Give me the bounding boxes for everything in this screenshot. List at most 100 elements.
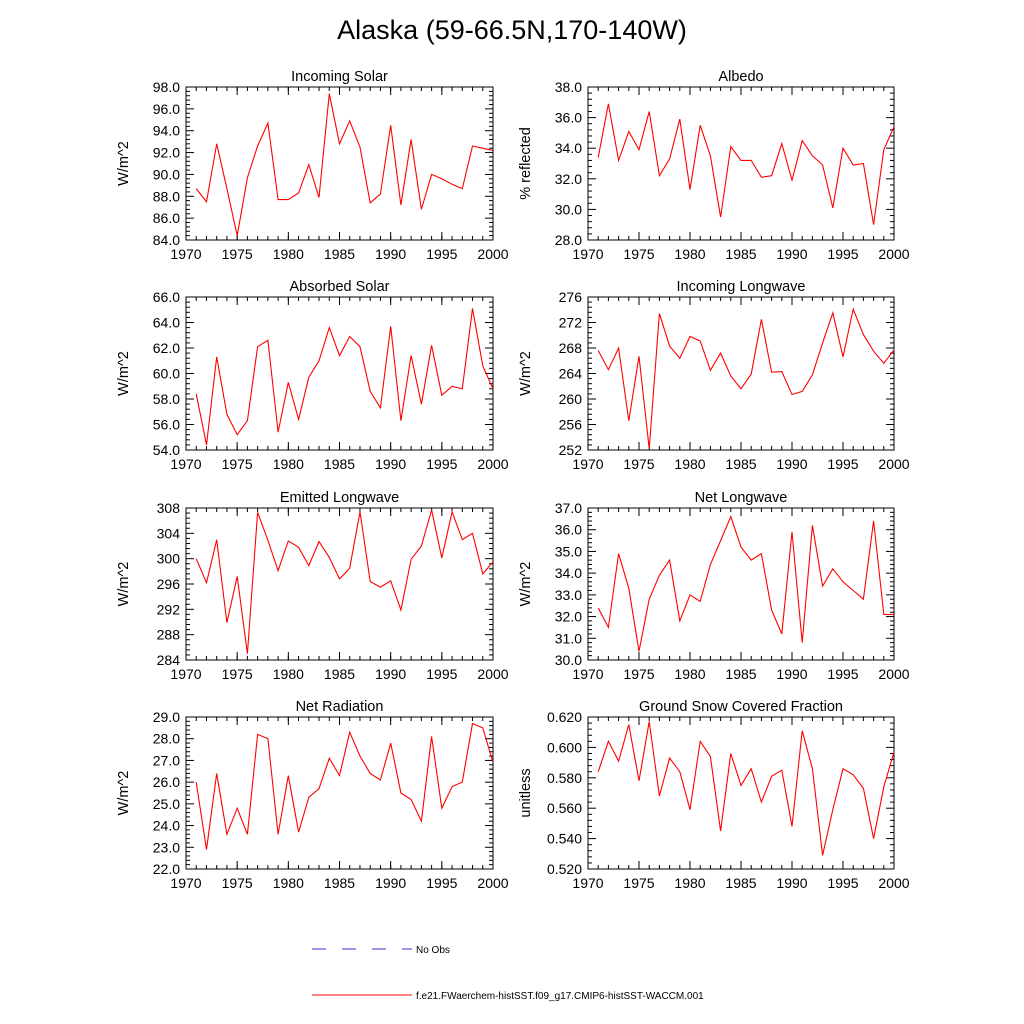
y-tick-label: 28.0 xyxy=(555,232,582,248)
y-tick-label: 23.0 xyxy=(153,839,180,855)
y-tick-label: 84.0 xyxy=(153,232,180,248)
x-tick-label: 1990 xyxy=(776,666,807,682)
y-tick-label: 308 xyxy=(157,500,181,516)
x-tick-label: 1975 xyxy=(222,456,253,472)
y-tick-label: 0.580 xyxy=(547,770,582,786)
x-tick-label: 1975 xyxy=(623,246,654,262)
chart-panel: Incoming Solar W/m^2 1970 1975 1980 1985 1990 1… xyxy=(116,69,509,262)
y-tick-label: 58.0 xyxy=(153,391,180,407)
y-tick-label: 88.0 xyxy=(153,188,180,204)
series-line xyxy=(195,93,494,236)
y-axis-label: unitless xyxy=(518,768,534,817)
x-tick-label: 1975 xyxy=(222,246,253,262)
y-tick-label: 56.0 xyxy=(153,417,180,433)
y-tick-label: 33.0 xyxy=(555,587,582,603)
y-tick-label: 36.0 xyxy=(555,522,582,538)
chart-panel: Incoming Longwave W/m^2 1970 1975 1980 1985 19… xyxy=(518,279,910,472)
y-tick-label: 34.0 xyxy=(555,140,582,156)
y-tick-label: 256 xyxy=(559,417,583,433)
y-tick-label: 31.0 xyxy=(555,630,582,646)
y-tick-label: 0.620 xyxy=(547,709,582,725)
y-tick-label: 90.0 xyxy=(153,166,180,182)
y-tick-label: 264 xyxy=(559,366,583,382)
x-tick-label: 2000 xyxy=(477,246,508,262)
x-tick-label: 1975 xyxy=(623,875,654,891)
y-tick-label: 22.0 xyxy=(153,861,180,877)
x-tick-label: 2000 xyxy=(878,456,909,472)
y-tick-label: 64.0 xyxy=(153,315,180,331)
x-tick-label: 1970 xyxy=(572,666,603,682)
y-tick-label: 96.0 xyxy=(153,101,180,117)
y-tick-label: 38.0 xyxy=(555,79,582,95)
plot-frame xyxy=(587,716,895,870)
y-tick-label: 260 xyxy=(559,391,583,407)
chart-panel: Emitted Longwave W/m^2 1970 1975 1980 1985 199… xyxy=(116,490,509,682)
x-tick-label: 1985 xyxy=(725,875,756,891)
y-tick-label: 32.0 xyxy=(555,171,582,187)
series-line xyxy=(597,721,895,856)
x-tick-label: 1980 xyxy=(273,875,304,891)
y-tick-label: 32.0 xyxy=(555,609,582,625)
y-axis-label: W/m^2 xyxy=(116,562,132,607)
x-tick-label: 1975 xyxy=(623,666,654,682)
x-tick-label: 1975 xyxy=(222,875,253,891)
x-tick-label: 1980 xyxy=(674,456,705,472)
y-tick-label: 0.600 xyxy=(547,739,582,755)
x-tick-label: 1970 xyxy=(170,246,201,262)
y-tick-label: 98.0 xyxy=(153,79,180,95)
series-line xyxy=(597,515,894,652)
y-tick-label: 304 xyxy=(157,525,181,541)
x-tick-label: 1995 xyxy=(827,456,858,472)
x-tick-label: 1970 xyxy=(572,875,603,891)
y-axis-label: W/m^2 xyxy=(518,351,534,396)
y-tick-label: 28.0 xyxy=(153,731,180,747)
plot-frame xyxy=(587,507,895,661)
chart-panel: Albedo % reflected 1970 1975 1980 1985 1990 199… xyxy=(518,69,910,262)
legend: No Obs f.e21.FWaerchem-histSST.f09_g17.CM… xyxy=(312,945,704,1002)
x-tick-label: 1990 xyxy=(776,456,807,472)
x-tick-label: 1990 xyxy=(776,875,807,891)
series-line xyxy=(195,509,494,654)
x-tick-label: 1980 xyxy=(674,666,705,682)
x-tick-label: 1995 xyxy=(827,875,858,891)
panel-title: Incoming Solar xyxy=(291,69,388,85)
y-tick-label: 268 xyxy=(559,340,583,356)
y-tick-label: 60.0 xyxy=(153,366,180,382)
y-tick-label: 272 xyxy=(559,315,583,331)
x-tick-label: 1980 xyxy=(273,456,304,472)
y-tick-label: 54.0 xyxy=(153,442,180,458)
panel-title: Absorbed Solar xyxy=(290,279,390,295)
plot-frame xyxy=(185,86,494,241)
x-tick-label: 1985 xyxy=(725,666,756,682)
plot-frame xyxy=(185,507,494,661)
x-tick-label: 1990 xyxy=(375,456,406,472)
panel-title: Ground Snow Covered Fraction xyxy=(639,699,843,715)
y-tick-label: 29.0 xyxy=(153,709,180,725)
x-tick-label: 1990 xyxy=(375,666,406,682)
x-tick-label: 1970 xyxy=(170,456,201,472)
panel-title: Emitted Longwave xyxy=(280,490,399,506)
x-tick-label: 1970 xyxy=(170,666,201,682)
y-tick-label: 62.0 xyxy=(153,340,180,356)
x-tick-label: 1995 xyxy=(827,666,858,682)
x-tick-label: 1985 xyxy=(725,456,756,472)
x-tick-label: 1995 xyxy=(827,246,858,262)
plot-frame xyxy=(587,86,895,241)
x-tick-label: 1975 xyxy=(623,456,654,472)
legend-label-no-obs: No Obs xyxy=(416,945,450,956)
y-tick-label: 34.0 xyxy=(555,565,582,581)
y-tick-label: 284 xyxy=(157,652,181,668)
x-tick-label: 2000 xyxy=(477,875,508,891)
y-tick-label: 37.0 xyxy=(555,500,582,516)
y-tick-label: 36.0 xyxy=(555,110,582,126)
x-tick-label: 1980 xyxy=(273,246,304,262)
y-axis-label: W/m^2 xyxy=(116,771,132,816)
series-line xyxy=(597,307,895,449)
y-tick-label: 0.540 xyxy=(547,831,582,847)
figure-title: Alaska (59-66.5N,170-140W) xyxy=(337,15,687,45)
chart-panel: Ground Snow Covered Fraction unitless 1970… xyxy=(518,699,910,891)
y-axis-label: W/m^2 xyxy=(116,351,132,396)
y-axis-label: W/m^2 xyxy=(518,562,534,607)
x-tick-label: 1975 xyxy=(222,666,253,682)
